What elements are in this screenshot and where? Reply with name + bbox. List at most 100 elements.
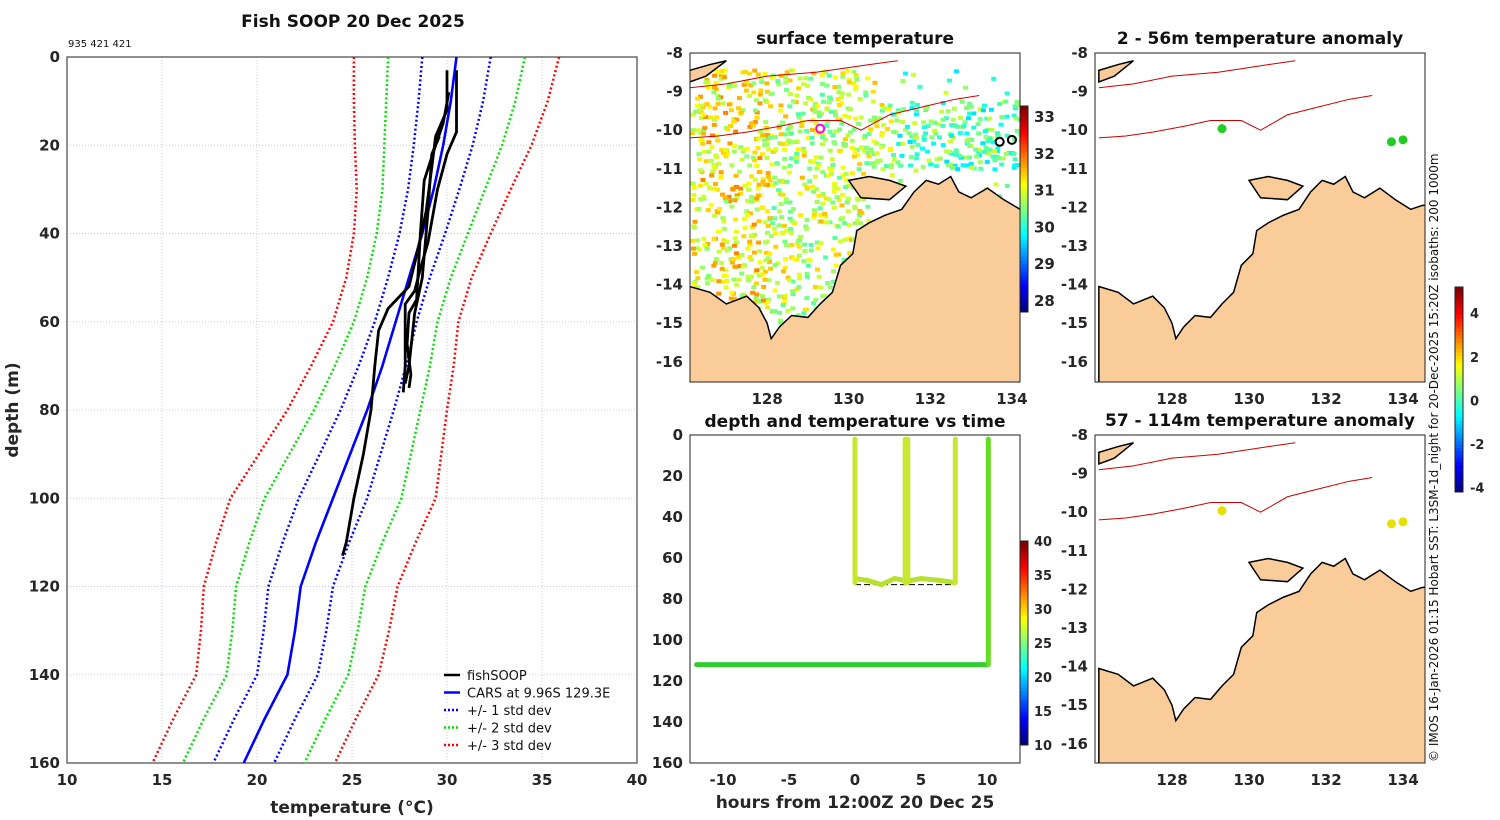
- sst-pixel: [967, 143, 973, 148]
- sst-pixel: [758, 78, 764, 83]
- sst-pixel: [708, 202, 714, 207]
- sst-pixel: [869, 161, 875, 166]
- sst-pixel: [850, 81, 856, 86]
- colorbar-swatch: [1020, 547, 1028, 552]
- sst-pixel: [703, 159, 709, 164]
- sst-pixel: [985, 139, 991, 144]
- sst-pixel: [787, 123, 793, 128]
- sst-pixel: [764, 239, 770, 244]
- sst-colorbar: 28 29 30 31 32 33: [1019, 105, 1055, 313]
- sst-pixel: [723, 147, 729, 152]
- sst-pixel: [819, 92, 825, 97]
- sst-pixel: [746, 181, 752, 186]
- sst-pixel: [831, 189, 837, 194]
- sst-pixel: [719, 242, 725, 247]
- sst-pixel: [733, 173, 739, 178]
- sst-pixel: [794, 287, 800, 292]
- sst-pixel: [738, 145, 744, 150]
- colorbar-swatch: [1455, 444, 1463, 449]
- colorbar-swatch: [1020, 541, 1028, 545]
- sst-pixel: [787, 200, 793, 205]
- sst-pixel: [801, 146, 807, 151]
- sst-pixel: [809, 127, 815, 132]
- map-title: 57 - 114m temperature anomaly: [1105, 411, 1415, 431]
- sst-pixel: [748, 257, 754, 262]
- sst-pixel: [721, 75, 727, 80]
- sst-pixel: [864, 145, 870, 150]
- sst-pixel: [977, 153, 983, 158]
- sst-pixel: [784, 179, 790, 184]
- sst-pixel: [756, 273, 762, 278]
- sst-pixel: [733, 129, 739, 134]
- sst-pixel: [836, 103, 842, 108]
- colorbar-swatch: [1020, 677, 1028, 681]
- colorbar-swatch: [1455, 413, 1463, 418]
- colorbar-swatch: [1020, 236, 1028, 241]
- sst-pixel: [782, 75, 788, 80]
- sst-pixel: [1011, 113, 1017, 118]
- sst-pixel: [833, 113, 839, 118]
- sst-pixel: [713, 80, 719, 85]
- colorbar-swatch: [1020, 174, 1028, 179]
- sst-pixel: [940, 143, 946, 148]
- sst-pixel: [894, 118, 900, 123]
- colorbar-swatch: [1020, 639, 1028, 644]
- sst-pixel: [846, 77, 852, 82]
- sst-pixel: [1036, 167, 1041, 171]
- sst-pixel: [831, 181, 837, 186]
- profile-title: Fish SOOP 20 Dec 2025: [241, 12, 465, 32]
- sst-pixel: [835, 96, 841, 101]
- sst-pixel: [759, 294, 765, 299]
- sst-pixel: [808, 248, 814, 253]
- colorbar-swatch: [1020, 626, 1028, 630]
- x-tick-label: 15: [152, 771, 173, 789]
- sst-pixel: [961, 124, 967, 129]
- colorbar-swatch: [1455, 338, 1463, 343]
- sst-pixel: [794, 139, 800, 144]
- sst-pixel: [1029, 157, 1034, 161]
- colorbar-swatch: [1455, 399, 1463, 404]
- sst-pixel: [698, 115, 704, 120]
- sst-pixel: [722, 68, 728, 73]
- sst-pixel: [724, 278, 730, 283]
- sst-pixel: [797, 76, 803, 81]
- colorbar-swatch: [1020, 154, 1028, 158]
- sst-pixel: [698, 138, 704, 143]
- sst-pixel: [1037, 70, 1042, 74]
- colorbar-frame: [1019, 540, 1029, 746]
- sst-pixel: [721, 238, 727, 243]
- sst-pixel: [752, 300, 758, 305]
- x-tick-label: -10: [709, 771, 736, 789]
- sst-pixel: [740, 264, 746, 269]
- sst-pixel: [982, 103, 988, 108]
- colorbar-swatch: [1455, 331, 1463, 336]
- sst-pixel: [853, 116, 859, 121]
- sst-pixel: [691, 193, 697, 198]
- sst-pixel: [852, 149, 858, 154]
- sst-pixel: [816, 274, 822, 279]
- sst-pixel: [879, 131, 885, 136]
- sst-pixel: [690, 128, 696, 133]
- sst-pixel: [804, 296, 810, 301]
- colorbar-swatch: [1455, 481, 1463, 486]
- colorbar-swatch: [1455, 300, 1463, 305]
- sst-pixel: [738, 110, 744, 115]
- sst-pixel: [802, 307, 808, 312]
- sst-pixel: [983, 135, 989, 140]
- sst-pixel: [999, 115, 1005, 120]
- lon-tick-label: 132: [915, 390, 946, 408]
- sst-pixel: [821, 294, 827, 299]
- colorbar-swatch: [1455, 321, 1463, 326]
- sst-pixel: [825, 280, 831, 285]
- sst-pixel: [795, 313, 801, 318]
- land: [1098, 175, 1425, 382]
- sst-pixel: [877, 116, 883, 121]
- colorbar-swatch: [1455, 369, 1463, 373]
- sst-pixel: [723, 199, 729, 204]
- sst-pixel: [746, 94, 752, 99]
- sst-pixel: [705, 149, 711, 154]
- sst-pixel: [1012, 157, 1018, 162]
- sst-pixel: [874, 124, 880, 129]
- colorbar-swatch: [1020, 711, 1028, 715]
